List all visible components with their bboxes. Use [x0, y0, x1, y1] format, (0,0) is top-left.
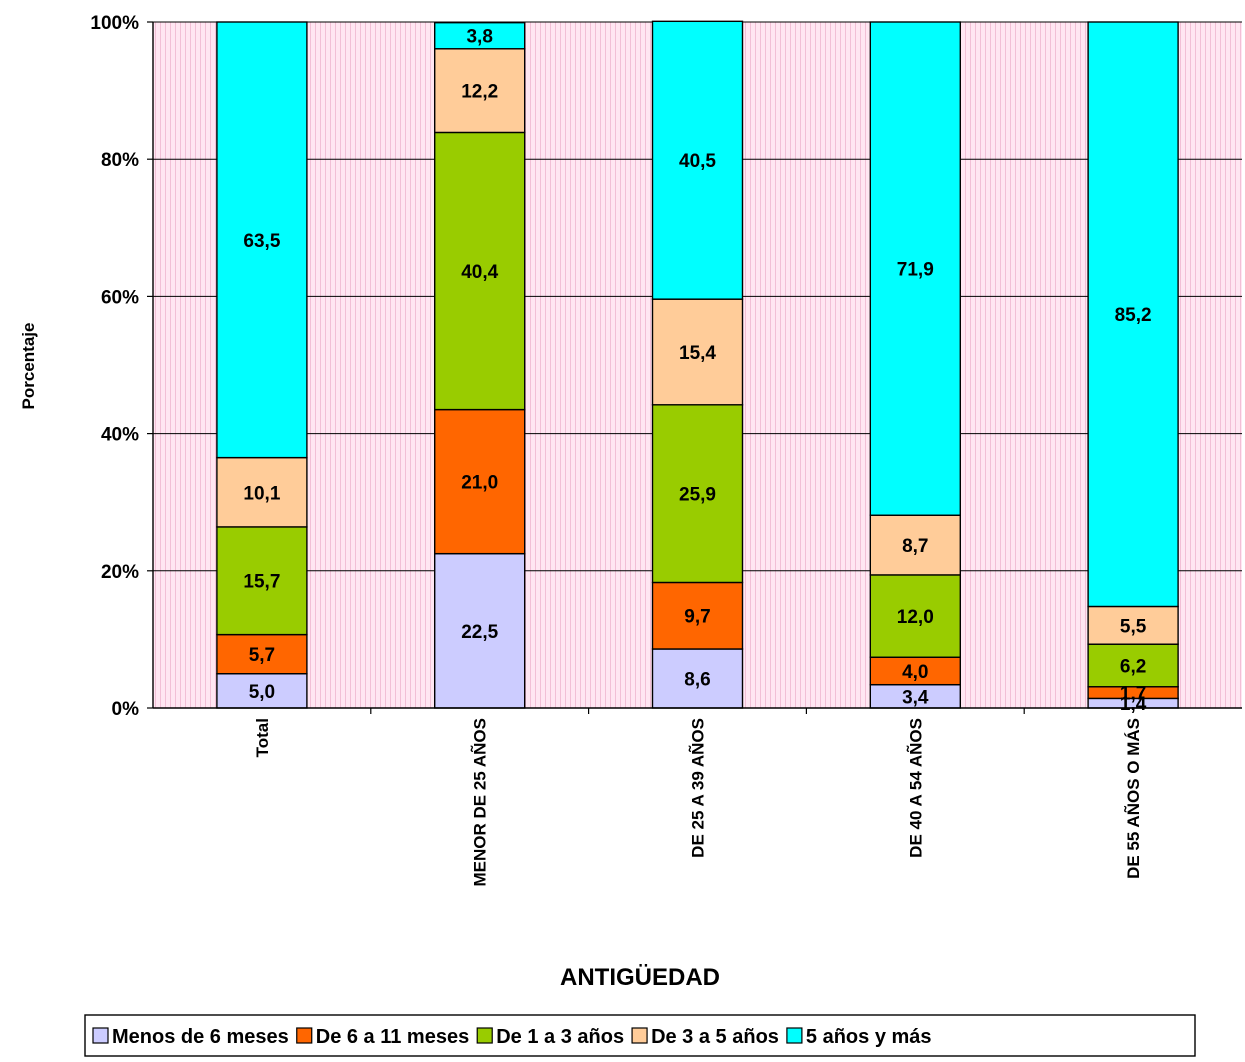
- bar-segment: [869, 21, 961, 516]
- bar-segment: [651, 404, 744, 584]
- data-label: 25,9: [679, 485, 716, 506]
- data-label: 8,6: [684, 670, 710, 691]
- data-label: 9,7: [684, 607, 710, 628]
- y-tick-label: 20%: [101, 562, 139, 583]
- bar-segment: [651, 20, 744, 300]
- bar-segment: [434, 21, 526, 50]
- data-label: 1,7: [1120, 684, 1146, 705]
- x-axis-title: ANTIGÜEDAD: [560, 964, 720, 991]
- data-label: 5,0: [249, 682, 275, 703]
- data-label: 4,0: [902, 662, 928, 683]
- data-label: 22,5: [461, 622, 498, 643]
- data-label: 5,5: [1120, 616, 1147, 637]
- bar-segment: [869, 656, 961, 686]
- bar-segment: [1087, 605, 1179, 645]
- data-label: 3,4: [902, 687, 929, 708]
- bar-segment: [651, 581, 744, 650]
- data-label: 3,8: [466, 27, 492, 48]
- bar-segment: [216, 526, 308, 636]
- y-axis-title: Porcentaje: [19, 323, 38, 410]
- legend-entry: Menos de 6 meses: [112, 1026, 289, 1048]
- y-tick-label: 0%: [112, 699, 140, 720]
- bar-segment: [216, 456, 308, 528]
- data-label: 71,9: [897, 260, 934, 281]
- x-tick-label: DE 40 A 54 AÑOS: [905, 718, 925, 858]
- legend-entry: De 1 a 3 años: [496, 1026, 624, 1048]
- data-label: 6,2: [1120, 656, 1146, 677]
- legend-swatch: [631, 1027, 648, 1044]
- x-tick-label: DE 55 AÑOS O MÁS: [1123, 718, 1143, 879]
- data-label: 5,7: [249, 645, 275, 666]
- bar-segment: [434, 552, 526, 709]
- bar-segment: [434, 131, 526, 411]
- legend-swatch: [476, 1027, 493, 1044]
- data-label: 40,4: [461, 262, 498, 283]
- bar-segment: [216, 633, 308, 675]
- bar-segment: [1087, 21, 1179, 608]
- data-label: 12,0: [897, 607, 934, 628]
- bar-segment: [651, 298, 744, 406]
- y-tick-label: 60%: [101, 287, 139, 308]
- data-label: 40,5: [679, 151, 716, 172]
- data-label: 15,4: [679, 343, 716, 364]
- bar-segment: [869, 514, 961, 576]
- data-label: 12,2: [461, 82, 498, 103]
- bar-segment: [216, 21, 308, 459]
- x-tick-label: Total: [253, 718, 272, 757]
- data-label: 1,4: [1120, 694, 1147, 715]
- legend-swatch: [786, 1027, 803, 1044]
- x-tick-label: MENOR DE 25 AÑOS: [470, 718, 490, 886]
- data-label: 15,7: [243, 572, 280, 593]
- y-tick-label: 100%: [90, 13, 139, 34]
- y-tick-label: 40%: [101, 425, 139, 446]
- legend-entry: 5 años y más: [806, 1026, 932, 1048]
- legend-swatch: [92, 1027, 109, 1044]
- data-label: 10,1: [243, 483, 280, 504]
- legend-entry: De 3 a 5 años: [651, 1026, 779, 1048]
- data-label: 85,2: [1115, 305, 1152, 326]
- legend-entry: De 6 a 11 meses: [316, 1026, 469, 1048]
- data-label: 63,5: [243, 231, 280, 252]
- y-tick-label: 80%: [101, 150, 139, 171]
- x-tick-label: DE 25 A 39 AÑOS: [688, 718, 708, 858]
- bar-segment: [434, 48, 526, 134]
- data-label: 8,7: [902, 536, 928, 557]
- data-label: 21,0: [461, 473, 498, 494]
- legend-swatch: [296, 1027, 313, 1044]
- bar-segment: [869, 574, 961, 658]
